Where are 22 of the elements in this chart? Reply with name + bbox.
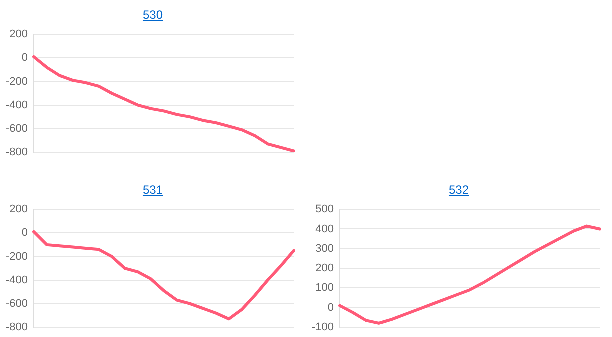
y-tick-label: -600 (6, 298, 28, 310)
chart-title: 531 (142, 183, 164, 197)
y-tick-label: -400 (6, 274, 28, 286)
y-tick-label: 200 (10, 28, 28, 41)
y-tick-label: 300 (316, 242, 334, 255)
y-tick-label: 200 (316, 262, 334, 275)
y-tick-label: -200 (6, 76, 28, 88)
y-tick-label: 100 (316, 282, 334, 294)
y-tick-label: 500 (316, 204, 334, 216)
y-tick-label: -200 (6, 250, 28, 263)
y-tick-label: 400 (316, 223, 334, 236)
y-tick-label: 0 (328, 302, 334, 314)
y-tick-label: -100 (312, 321, 334, 334)
y-tick-label: 0 (22, 227, 28, 240)
y-tick-label: 0 (22, 52, 28, 64)
y-tick-label: -400 (6, 99, 28, 112)
y-tick-label: 200 (10, 204, 28, 216)
y-tick-label: -800 (6, 321, 28, 334)
y-tick-label: -800 (6, 146, 28, 158)
chart-title: 532 (448, 183, 470, 197)
chart-title: 530 (142, 8, 164, 22)
y-tick-label: -600 (6, 122, 28, 135)
